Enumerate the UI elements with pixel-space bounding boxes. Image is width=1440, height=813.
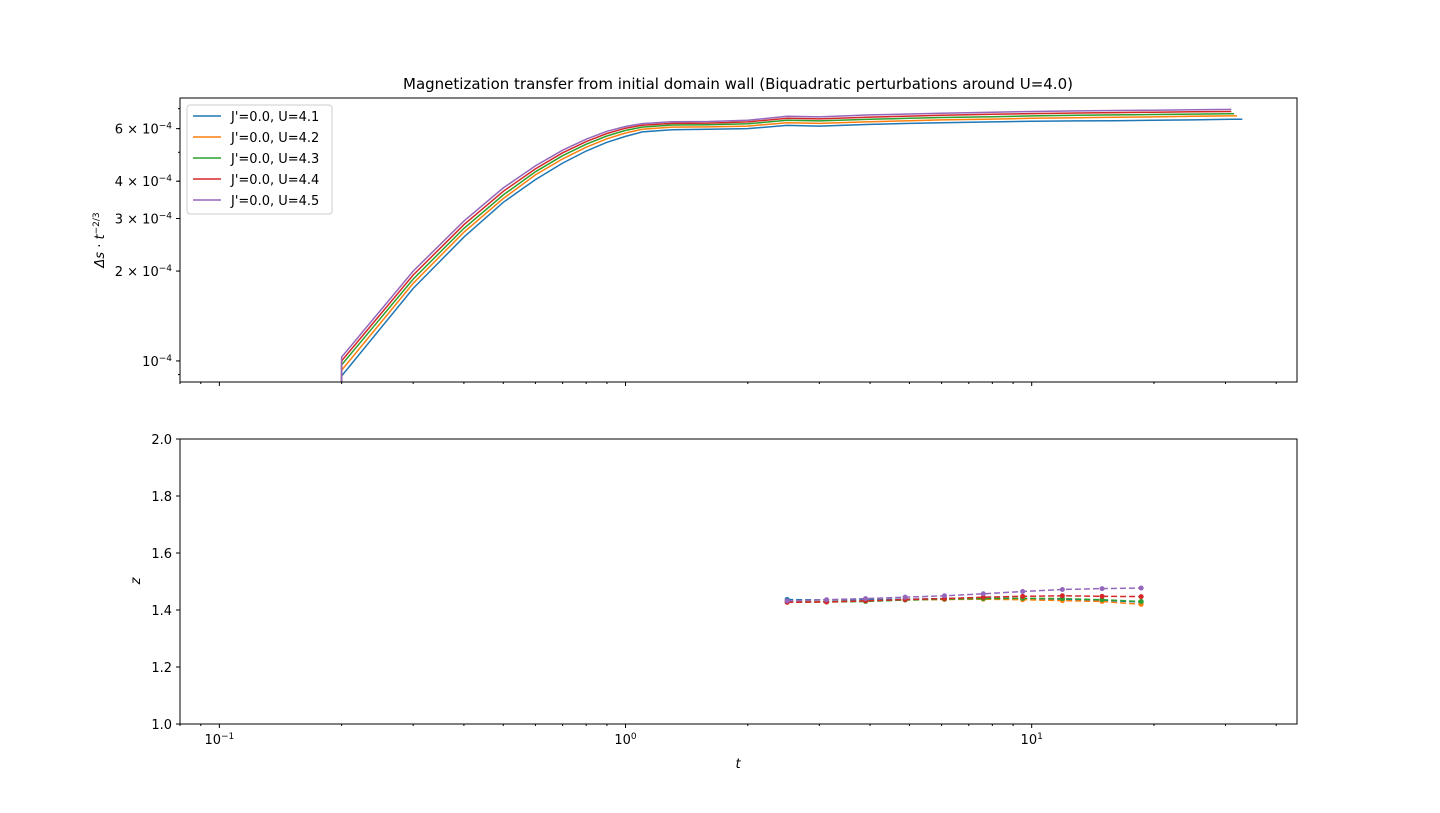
- y-tick-label: 1.6: [151, 547, 172, 562]
- y-tick-label: 10−4: [142, 354, 172, 370]
- y-tick-label: 2 × 10−4: [115, 264, 173, 280]
- legend-label: J'=0.0, U=4.5: [230, 194, 319, 209]
- top-x-ticks: [179, 382, 1277, 386]
- y-tick-label: 1.0: [151, 718, 172, 733]
- x-tick-label: 100: [614, 732, 637, 748]
- legend-label: J'=0.0, U=4.1: [230, 110, 319, 125]
- series-point: [1138, 585, 1144, 591]
- legend-box: [186, 104, 333, 215]
- y-tick-label: 1.4: [151, 604, 172, 619]
- legend-label: J'=0.0, U=4.3: [230, 152, 319, 167]
- series-point: [1099, 597, 1105, 603]
- series-point: [902, 594, 908, 600]
- legend: J'=0.0, U=4.1 J'=0.0, U=4.2 J'=0.0, U=4.3 J…: [186, 104, 333, 215]
- series-point: [1059, 593, 1065, 599]
- series-line: [340, 108, 1232, 382]
- bottom-plot-lines: [784, 585, 1144, 607]
- bottom-y-axis-label: z: [129, 576, 144, 585]
- series-point: [1138, 594, 1144, 600]
- top-plot-lines: [340, 108, 1243, 382]
- series-point: [1099, 593, 1105, 599]
- series-line: [340, 110, 1232, 382]
- y-tick-label: 3 × 10−4: [115, 212, 173, 228]
- y-tick-label: 6 × 10−4: [115, 122, 173, 138]
- top-axes-frame: [179, 97, 1298, 383]
- series-point: [1099, 586, 1105, 592]
- series-point: [980, 594, 986, 600]
- x-tick-label: 101: [1021, 732, 1043, 748]
- y-tick-label: 1.2: [151, 661, 172, 676]
- series-point: [784, 598, 790, 604]
- series-point: [980, 591, 986, 597]
- top-subplot: Magnetization transfer from initial doma…: [92, 75, 1298, 386]
- top-y-ticks: 10−4 2 × 10−4 3 × 10−4 4 × 10−4 6 × 10−4: [115, 108, 180, 376]
- y-tick-label: 1.8: [151, 490, 172, 505]
- chart-title: Magnetization transfer from initial doma…: [403, 75, 1073, 93]
- series-line: [340, 113, 1235, 382]
- bottom-x-ticks: 10−1 100 101: [179, 724, 1277, 748]
- series-point: [824, 597, 830, 603]
- series-point: [941, 593, 947, 599]
- series-point: [863, 596, 869, 602]
- top-y-axis-label: Δs · t−2/3: [92, 212, 108, 268]
- series-point: [1059, 586, 1065, 592]
- x-axis-label: t: [735, 757, 741, 772]
- series-point: [1138, 598, 1144, 604]
- x-tick-label: 10−1: [204, 732, 234, 748]
- bottom-y-ticks: 1.0 1.2 1.4 1.6 1.8 2.0: [151, 433, 180, 733]
- series-line: [340, 118, 1243, 382]
- series-point: [1020, 588, 1026, 594]
- series-dashed-line: [787, 587, 1142, 602]
- y-tick-label: 4 × 10−4: [115, 174, 173, 190]
- series-dashed-line: [787, 595, 1142, 604]
- series-line: [340, 115, 1237, 382]
- y-tick-label: 2.0: [151, 433, 172, 448]
- legend-label: J'=0.0, U=4.4: [230, 173, 319, 188]
- series-point: [1020, 593, 1026, 599]
- bottom-subplot: 10−1 100 101 1.0 1.2 1.4 1.6 1.8 2.0 z t: [129, 433, 1298, 772]
- bottom-axes-frame: [179, 438, 1298, 725]
- legend-label: J'=0.0, U=4.2: [230, 131, 319, 146]
